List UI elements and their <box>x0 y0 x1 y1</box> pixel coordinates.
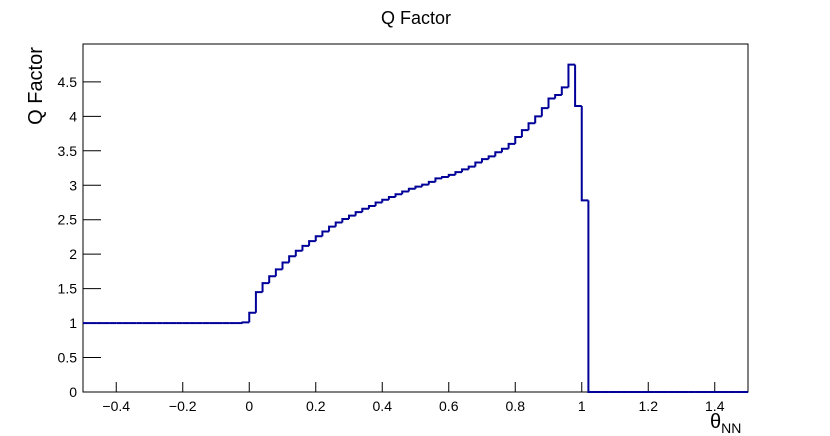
x-tick-label: 0.2 <box>306 398 326 414</box>
x-tick-label: 0 <box>245 398 253 414</box>
x-tick-label: 0.4 <box>373 398 393 414</box>
histogram-step <box>321 230 330 237</box>
histogram-step <box>381 198 389 203</box>
histogram-step <box>434 177 443 182</box>
histogram-step <box>567 63 576 88</box>
histogram-step <box>514 136 522 144</box>
frame <box>82 43 749 393</box>
x-tick-label: 1.2 <box>639 398 659 414</box>
y-tick-label: 1 <box>69 315 77 331</box>
y-tick-label: 4.5 <box>58 74 78 90</box>
histogram-step <box>574 64 582 108</box>
histogram-step <box>520 129 529 138</box>
y-tick-label: 3.5 <box>58 143 78 159</box>
histogram-step <box>427 180 436 185</box>
histogram-step <box>587 200 596 393</box>
histogram-step <box>334 221 343 227</box>
histogram-step <box>374 201 383 206</box>
histogram-step <box>354 211 363 216</box>
histogram-step <box>507 142 516 149</box>
x-tick-label: 1.4 <box>705 398 725 414</box>
y-tick-label: 4 <box>69 108 77 124</box>
histogram-step <box>494 151 502 157</box>
histogram-step <box>348 214 356 220</box>
histogram-step <box>294 249 303 257</box>
histogram-step <box>254 291 263 313</box>
histogram-step <box>540 107 549 117</box>
x-tick-label: 1 <box>578 398 586 414</box>
histogram-step <box>268 275 276 284</box>
histogram-step <box>447 173 456 177</box>
histogram-step <box>341 218 349 223</box>
x-label-subscript: NN <box>721 420 741 436</box>
y-tick-label: 0.5 <box>58 350 78 366</box>
histogram-step <box>461 168 469 173</box>
histogram-step <box>407 187 416 192</box>
x-tick-label: 0.8 <box>506 398 526 414</box>
histogram-step <box>361 207 369 213</box>
y-tick-label: 1.5 <box>58 281 78 297</box>
x-tick-label: −0.4 <box>102 398 130 414</box>
histogram-step <box>467 165 476 170</box>
histogram-step <box>554 93 562 99</box>
y-tick-label: 2.5 <box>58 212 78 228</box>
histogram-step <box>314 235 323 242</box>
chart-title: Q Factor <box>381 8 451 28</box>
histogram-step <box>248 311 256 323</box>
histogram-step <box>487 155 496 160</box>
histogram-step <box>241 321 250 324</box>
histogram-step <box>367 204 376 209</box>
histogram-step <box>308 240 316 246</box>
histogram-step <box>527 122 536 131</box>
histogram-step <box>547 97 556 109</box>
histogram-step <box>474 161 482 167</box>
histogram-step <box>421 183 429 187</box>
histogram-step <box>560 86 569 95</box>
x-tick-label: −0.2 <box>169 398 197 414</box>
y-tick-label: 2 <box>69 246 77 262</box>
histogram-step <box>401 190 409 195</box>
x-axis-label: θNN <box>710 411 741 436</box>
histogram-step <box>288 255 296 263</box>
x-tick-label: 0.6 <box>439 398 459 414</box>
x-label-symbol: θ <box>710 411 721 433</box>
histogram-step <box>481 158 489 163</box>
y-tick-label: 3 <box>69 177 77 193</box>
y-axis-label: Q Factor <box>25 47 47 125</box>
histogram-step <box>301 244 310 251</box>
y-tick-label: 0 <box>69 384 77 400</box>
histogram-step <box>500 147 509 153</box>
histogram-step <box>274 268 283 277</box>
histogram-step <box>414 185 423 189</box>
histogram-step <box>580 106 589 202</box>
histogram-step <box>454 171 463 175</box>
histogram-step <box>441 175 449 179</box>
histogram-step <box>394 193 403 197</box>
histogram-step <box>387 195 396 200</box>
histogram-step <box>328 225 336 232</box>
histogram-step <box>281 261 290 270</box>
histogram-step <box>261 282 270 293</box>
histogram-step <box>534 115 542 124</box>
